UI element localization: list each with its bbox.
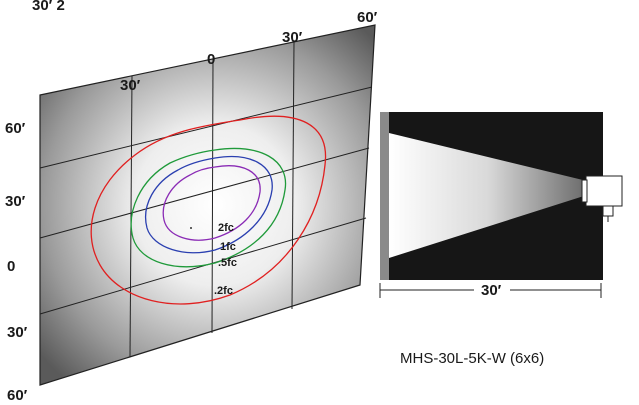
grid-horizontal-line — [39, 147, 370, 239]
top-axis-label: 0 — [207, 51, 215, 68]
grid-horizontal-line — [39, 86, 373, 169]
left-axis-label: 30′ — [7, 324, 28, 341]
contour-label-05fc: .5fc — [218, 257, 237, 269]
light-beam — [389, 133, 587, 258]
contour-label-2fc: 2fc — [218, 222, 234, 234]
contour-02fc — [90, 115, 327, 305]
wall-edge — [380, 112, 389, 280]
left-axis-label: 30′ — [5, 193, 26, 210]
cropped-corner-label: 30′ 2 — [32, 0, 65, 14]
distance-dimension — [379, 283, 602, 298]
left-axis-label: 0 — [7, 258, 15, 275]
top-axis-label: 60′ — [357, 9, 378, 26]
contour-2fc — [162, 165, 261, 241]
distance-label: 30′ — [481, 282, 502, 299]
wall-panel — [39, 24, 376, 386]
left-axis-label: 60′ — [5, 120, 26, 137]
center-dot — [190, 227, 192, 229]
left-axis-label: 60′ — [7, 387, 28, 404]
model-label: MHS-30L-5K-W (6x6) — [400, 350, 544, 367]
contour-05fc — [130, 147, 287, 268]
grid-vertical-line — [291, 41, 295, 310]
contour-label-1fc: 1fc — [220, 241, 236, 253]
contour-1fc — [145, 155, 273, 254]
top-axis-label: 30′ — [120, 77, 141, 94]
top-axis-label: 30′ — [282, 29, 303, 46]
grid-vertical-line — [211, 58, 214, 334]
side-view — [380, 112, 623, 280]
contour-label-02fc: .2fc — [214, 285, 233, 297]
fixture-icon — [581, 175, 623, 222]
